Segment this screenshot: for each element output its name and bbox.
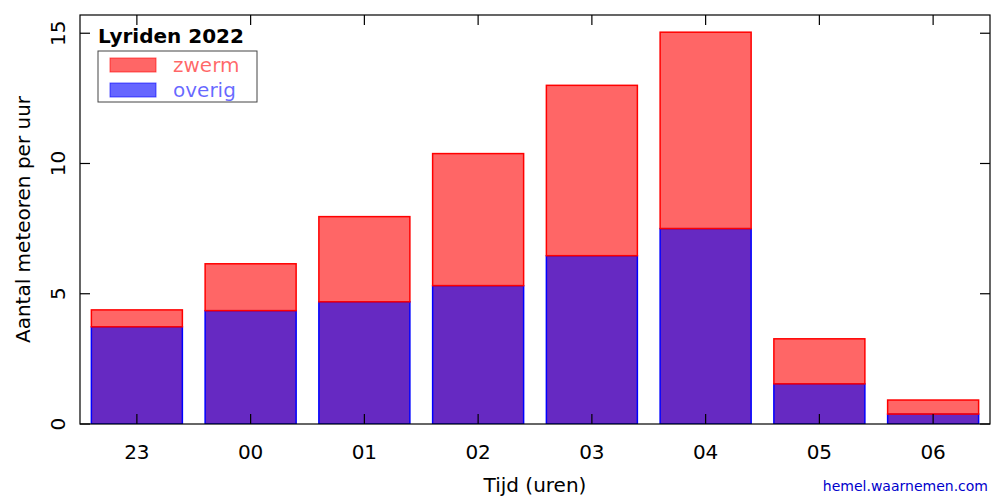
x-label: Tijd (uren) <box>483 473 587 497</box>
legend-label: overig <box>173 78 236 102</box>
y-tick-right <box>980 163 990 164</box>
bar-underlay <box>319 302 410 424</box>
bar-underlay <box>774 384 865 424</box>
y-tick-right <box>980 293 990 294</box>
y-tick-label: 0 <box>46 418 70 431</box>
x-tick-label: 01 <box>352 440 377 464</box>
y-tick <box>80 163 90 164</box>
x-tick <box>250 414 251 424</box>
legend-swatch <box>110 58 156 72</box>
x-tick-top <box>819 15 820 25</box>
bars <box>91 32 978 424</box>
bar <box>205 264 296 311</box>
bar <box>91 327 182 424</box>
x-tick <box>136 414 137 424</box>
y-label: Aantal meteoren per uur <box>11 95 35 343</box>
bar <box>205 311 296 424</box>
x-tick-label: 03 <box>579 440 604 464</box>
frame <box>80 15 990 424</box>
x-tick-top <box>591 15 592 25</box>
bar-underlay <box>660 229 751 424</box>
bar <box>319 217 410 302</box>
x-tick-label: 04 <box>693 440 718 464</box>
x-tick <box>705 414 706 424</box>
bar <box>546 256 637 424</box>
y-tick-label: 15 <box>46 21 70 46</box>
y-tick <box>80 293 90 294</box>
bar <box>660 229 751 424</box>
bar <box>91 310 182 327</box>
y-tick-label: 10 <box>46 151 70 176</box>
source: hemel.waarnemen.com <box>823 478 988 494</box>
x-tick-label: 23 <box>124 440 149 464</box>
chart: 0510152300010203040506Tijd (uren)Aantal … <box>0 0 1000 500</box>
x-tick-top <box>933 15 934 25</box>
bar <box>774 384 865 424</box>
legend-box <box>98 51 257 102</box>
x-tick <box>478 414 479 424</box>
x-tick-top <box>478 15 479 25</box>
y-tick <box>80 33 90 34</box>
x-tick-label: 06 <box>920 440 945 464</box>
bar <box>660 32 751 228</box>
y-tick-right <box>980 423 990 424</box>
bar <box>888 414 979 424</box>
y-tick <box>80 423 90 424</box>
x-tick <box>933 414 934 424</box>
bar-underlay <box>433 286 524 424</box>
bar-underlay <box>91 327 182 424</box>
x-tick-label: 05 <box>807 440 832 464</box>
bar-underlay <box>205 311 296 424</box>
bar <box>433 154 524 286</box>
x-tick-label: 02 <box>465 440 490 464</box>
bar-underlay <box>888 414 979 424</box>
bar <box>319 302 410 424</box>
x-tick <box>591 414 592 424</box>
x-tick <box>819 414 820 424</box>
x-tick-top <box>705 15 706 25</box>
legend-swatch <box>110 83 156 97</box>
title: Lyriden 2022 <box>98 24 244 48</box>
bar-underlay <box>546 256 637 424</box>
bar <box>546 85 637 255</box>
x-tick-top <box>364 15 365 25</box>
legend-label: zwerm <box>173 53 240 77</box>
y-tick-label: 5 <box>46 287 70 300</box>
bar <box>774 339 865 384</box>
x-tick-label: 00 <box>238 440 263 464</box>
legend: zwermoverig <box>98 51 257 102</box>
x-tick-top <box>250 15 251 25</box>
bar <box>433 286 524 424</box>
bar <box>888 400 979 414</box>
x-tick <box>364 414 365 424</box>
y-tick-right <box>980 33 990 34</box>
